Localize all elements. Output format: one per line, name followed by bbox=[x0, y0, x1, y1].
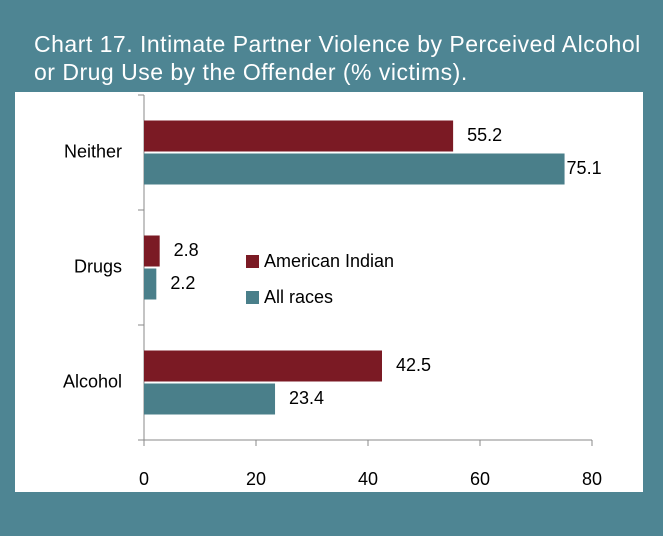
bar bbox=[144, 235, 160, 267]
data-label: 2.8 bbox=[174, 240, 199, 260]
x-tick-label: 20 bbox=[246, 469, 266, 489]
legend-label: All races bbox=[264, 287, 333, 307]
data-label: 2.2 bbox=[170, 273, 195, 293]
bar bbox=[144, 350, 382, 382]
x-tick-label: 0 bbox=[139, 469, 149, 489]
data-label: 75.1 bbox=[567, 158, 602, 178]
legend-swatch bbox=[246, 255, 259, 268]
legend-swatch bbox=[246, 291, 259, 304]
bar bbox=[144, 383, 276, 415]
x-tick-label: 80 bbox=[582, 469, 602, 489]
y-tick-label: Drugs bbox=[74, 256, 122, 276]
y-tick-label: Neither bbox=[64, 141, 122, 161]
bar bbox=[144, 153, 565, 185]
data-label: 42.5 bbox=[396, 355, 431, 375]
chart-title: Chart 17. Intimate Partner Violence by P… bbox=[34, 31, 641, 85]
y-tick-label: Alcohol bbox=[63, 371, 122, 391]
data-label: 55.2 bbox=[467, 125, 502, 145]
x-tick-label: 40 bbox=[358, 469, 378, 489]
x-tick-label: 60 bbox=[470, 469, 490, 489]
data-label: 23.4 bbox=[289, 388, 324, 408]
bar bbox=[144, 268, 157, 300]
bar bbox=[144, 120, 454, 152]
legend-label: American Indian bbox=[264, 251, 394, 271]
